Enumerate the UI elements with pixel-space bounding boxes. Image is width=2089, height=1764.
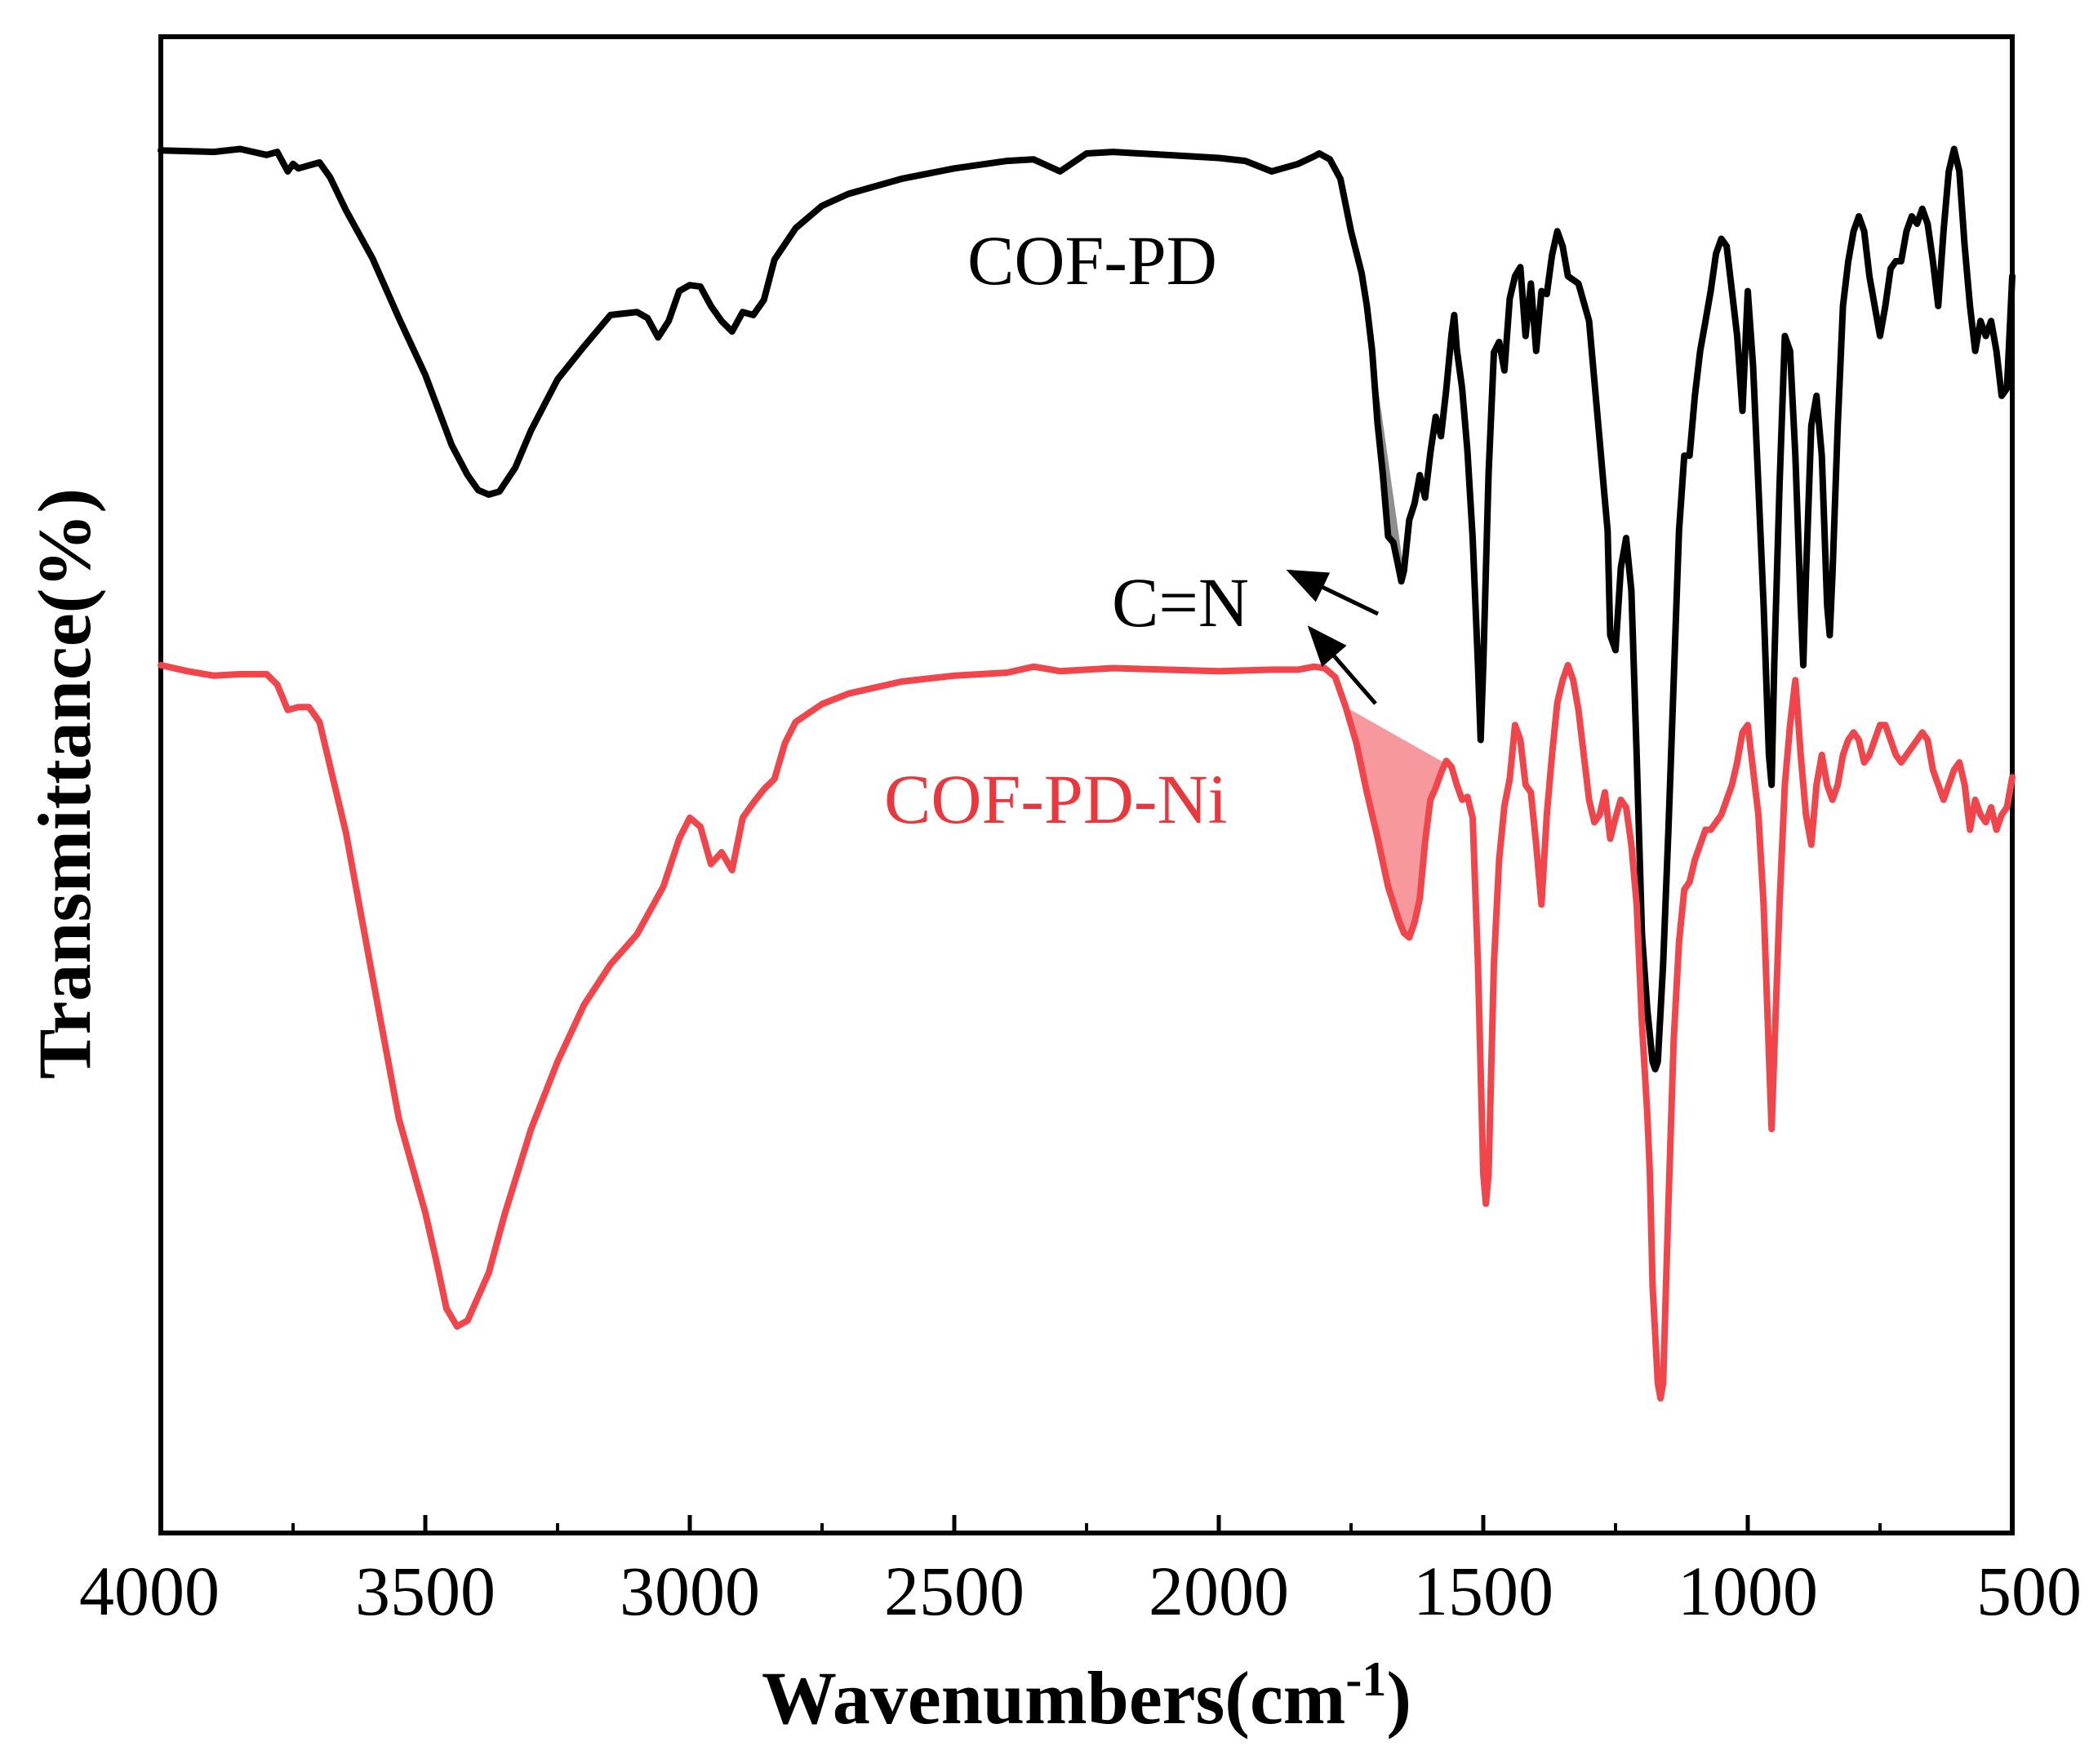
y-axis-title: Transmittance(%) xyxy=(23,488,106,1079)
cof-pd-ni-peak-shading xyxy=(1345,707,1452,938)
x-tick-label-1000: 1000 xyxy=(1678,1552,1818,1630)
x-axis-title: Wavenumbers(cm-1) xyxy=(762,1652,1411,1740)
x-tick-label-3000: 3000 xyxy=(620,1552,760,1630)
annotation-arrow-cof-pd-ni xyxy=(1307,625,1377,705)
series-label-cof-pd: COF-PD xyxy=(967,221,1217,300)
x-axis-ticks: 4000 3500 3000 2500 2000 1500 1000 500 xyxy=(79,1515,2082,1630)
annotation-arrow-cof-pd xyxy=(1286,569,1380,616)
x-tick-label-2000: 2000 xyxy=(1149,1552,1289,1630)
x-tick-label-4000: 4000 xyxy=(79,1552,220,1630)
series-line-cof-pd-ni xyxy=(158,661,2016,1402)
x-tick-label-1500: 1500 xyxy=(1413,1552,1553,1630)
x-tick-label-2500: 2500 xyxy=(884,1552,1024,1630)
annotation-c-n-label: C=N xyxy=(1112,563,1249,642)
x-tick-label-500: 500 xyxy=(1976,1552,2082,1630)
series-label-cof-pd-ni: COF-PD-Ni xyxy=(884,760,1228,838)
series-line-cof-pd xyxy=(158,145,2016,1073)
x-tick-label-3500: 3500 xyxy=(355,1552,496,1630)
